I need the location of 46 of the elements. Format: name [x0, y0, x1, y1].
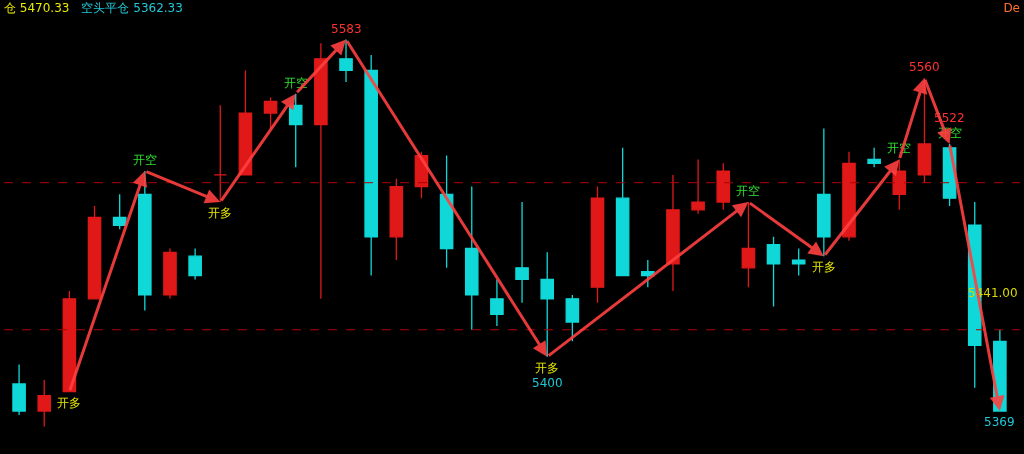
annotation: 5400: [532, 376, 563, 390]
candlestick: [817, 127, 831, 257]
candlestick: [314, 42, 328, 300]
candlestick: [615, 147, 630, 277]
annotation: 开多: [535, 361, 559, 375]
candlestick: [666, 174, 680, 292]
candlestick: [766, 236, 781, 308]
annotation: 5583: [331, 22, 362, 36]
candlestick: [490, 278, 504, 327]
candlestick: [213, 104, 228, 203]
candlestick: [842, 151, 856, 242]
candlestick: [892, 158, 907, 211]
candlestick: [691, 158, 705, 215]
candlestick: [87, 205, 102, 300]
text: De: [1003, 0, 1020, 16]
candlestick: [464, 185, 479, 331]
annotation: 开空: [736, 184, 760, 198]
candlestick: [565, 294, 580, 343]
candlestick: [590, 185, 605, 304]
candlestick: [12, 363, 26, 416]
candlestick: [439, 154, 454, 269]
candlestick: [288, 93, 303, 168]
candlestick: [791, 247, 806, 277]
candlestick: [37, 379, 52, 428]
candlestick: [263, 96, 278, 130]
candlestick: [163, 247, 177, 300]
candlestick: [238, 69, 253, 176]
text: 空头平仓 5362.33: [81, 0, 183, 16]
candlestick: [339, 38, 353, 83]
candlestick: [364, 54, 378, 277]
annotation: 开多: [208, 206, 232, 220]
annotation: 开空: [938, 126, 962, 140]
annotation: 开空: [133, 153, 157, 167]
candlestick: [515, 201, 529, 304]
candlestick: [112, 193, 127, 230]
candlestick: [188, 247, 202, 281]
candlestick: [389, 178, 404, 261]
candlestick: [62, 290, 77, 393]
candlestick: [741, 201, 756, 288]
annotation: 5560: [909, 60, 940, 74]
candlestick: [867, 147, 881, 168]
annotation: 开多: [812, 260, 836, 274]
annotation: 开多: [57, 396, 81, 410]
annotation: 5369: [984, 415, 1015, 429]
text: 仓 5470.33: [4, 0, 70, 16]
candlestick: [716, 162, 731, 211]
